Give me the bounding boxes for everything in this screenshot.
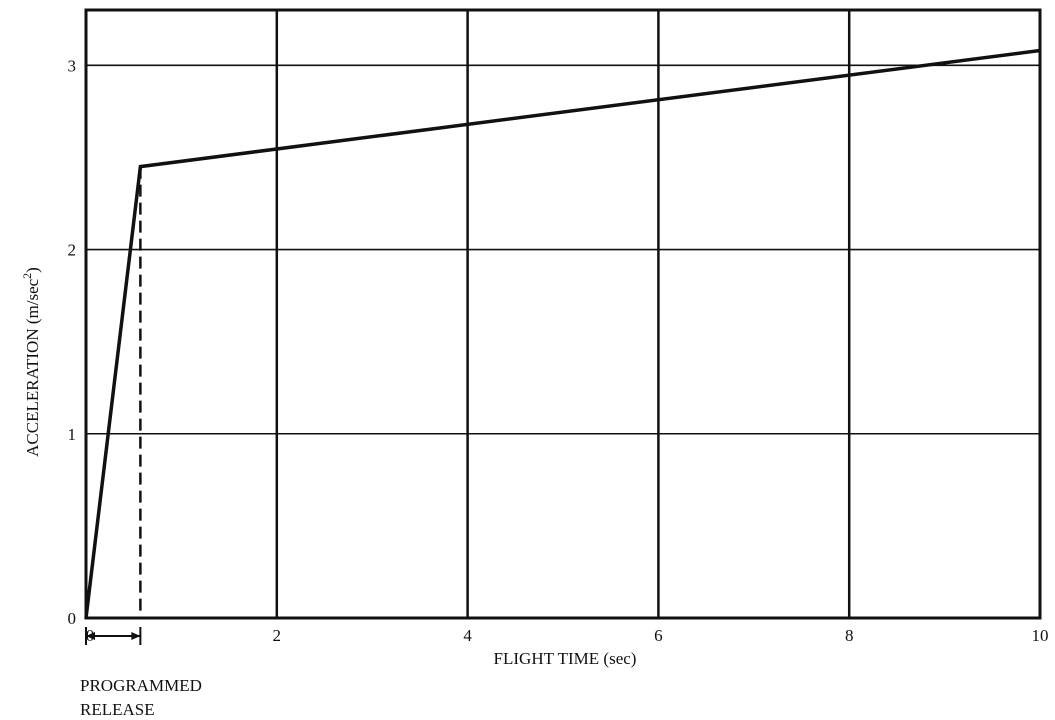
annotation-programmed: PROGRAMMED xyxy=(80,676,202,695)
x-tick-label: 10 xyxy=(1032,626,1049,645)
x-tick-labels: 0246810 xyxy=(86,626,1049,645)
vertical-gridlines xyxy=(275,10,851,618)
horizontal-gridlines xyxy=(86,64,1040,435)
y-axis-label-close: ) xyxy=(23,267,42,273)
plot-frame xyxy=(84,8,1042,620)
x-tick-label: 6 xyxy=(654,626,663,645)
y-axis-label: ACCELERATION (m/sec2) xyxy=(20,267,42,457)
x-tick-label: 2 xyxy=(273,626,282,645)
y-axis-label-superscript: 2 xyxy=(20,273,34,279)
x-axis-label: FLIGHT TIME (sec) xyxy=(494,649,637,668)
y-tick-label: 2 xyxy=(68,241,77,260)
y-tick-label: 0 xyxy=(68,609,77,628)
annotation-release: RELEASE xyxy=(80,700,155,719)
bracket-arrow-right xyxy=(131,632,141,640)
y-tick-labels: 0 1 2 3 xyxy=(68,56,77,628)
bracket-arrow-left xyxy=(86,632,95,640)
y-tick-label: 3 xyxy=(68,56,77,75)
x-tick-label: 4 xyxy=(463,626,472,645)
x-tick-label: 8 xyxy=(845,626,854,645)
release-interval-bracket xyxy=(85,627,142,645)
y-tick-label: 1 xyxy=(68,425,77,444)
acceleration-series-line xyxy=(84,48,1041,619)
y-axis-label-main: ACCELERATION (m/sec xyxy=(23,278,42,456)
